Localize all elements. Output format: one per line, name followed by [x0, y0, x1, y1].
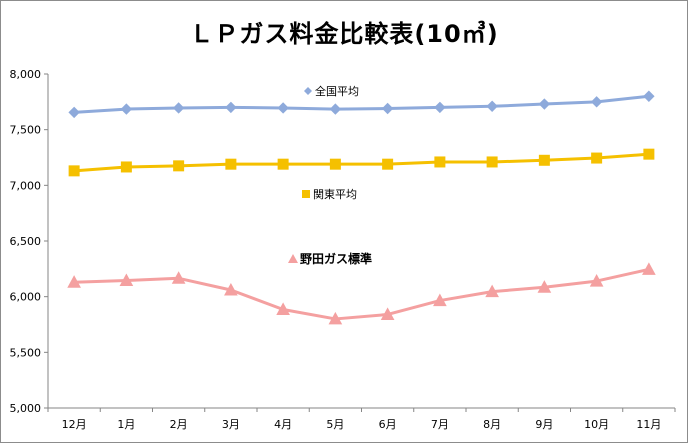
data-point-square [643, 148, 655, 160]
y-tick-label: 5,000 [10, 402, 42, 415]
data-point-diamond [172, 102, 185, 114]
y-tick-label: 7,000 [10, 179, 42, 192]
x-tick-label: 2月 [170, 418, 188, 431]
data-point-triangle [67, 275, 81, 288]
chart-title: ＬＰガス料金比較表(10㎥) [189, 20, 499, 48]
data-point-diamond [486, 100, 498, 112]
data-point-diamond [277, 102, 289, 114]
x-tick-label: 1月 [117, 418, 135, 431]
data-point-diamond [225, 101, 237, 114]
x-tick-label: 4月 [274, 418, 292, 431]
legend-marker-triangle [288, 254, 298, 263]
y-tick-label: 6,500 [10, 235, 42, 248]
x-tick-label: 6月 [379, 418, 397, 431]
x-tick-label: 10月 [584, 418, 609, 431]
series-line [74, 267, 650, 321]
data-point-square [68, 165, 80, 177]
x-tick-label: 3月 [222, 418, 240, 431]
y-tick-labels: 5,000 5,500 6,000 6,500 7,000 7,500 8,000 [10, 68, 42, 415]
series-line [74, 152, 649, 173]
data-point-triangle [328, 311, 343, 325]
x-tick-label: 5月 [326, 418, 344, 431]
y-tick-label: 6,000 [10, 291, 42, 304]
data-point-diamond [538, 98, 551, 110]
data-point-diamond [329, 103, 342, 115]
x-tick-label: 7月 [431, 418, 449, 431]
data-point-square [225, 158, 237, 170]
data-point-diamond [434, 101, 446, 114]
data-point-square [486, 156, 498, 168]
data-point-triangle [537, 280, 552, 293]
data-point-diamond [68, 106, 80, 119]
data-point-triangle [380, 307, 395, 320]
legend-marker-diamond [304, 87, 312, 95]
x-tick-label: 9月 [535, 418, 553, 431]
data-point-square [434, 156, 446, 168]
series-line [74, 94, 650, 114]
x-tick-labels: 12月 1月 2月 3月 4月 5月 6月 7月 8月 9月 10月 11月 [62, 418, 662, 431]
series-label: 全国平均 [315, 84, 359, 98]
data-point-triangle [642, 262, 656, 275]
y-tick-label: 7,500 [10, 124, 42, 137]
data-point-square [591, 152, 603, 164]
x-tick-label: 8月 [483, 418, 501, 431]
data-point-square [538, 154, 550, 166]
series-markers [67, 90, 656, 325]
data-point-diamond [643, 90, 655, 102]
data-point-square [329, 158, 341, 170]
data-point-triangle [171, 271, 186, 284]
data-point-triangle [433, 293, 447, 307]
data-point-square [382, 158, 394, 170]
data-point-triangle [119, 273, 134, 287]
data-point-diamond [590, 96, 603, 108]
x-tick-label: 11月 [636, 418, 661, 431]
data-point-diamond [381, 102, 394, 115]
data-point-triangle [224, 282, 238, 296]
legend-marker-square [302, 190, 310, 198]
y-tick-label: 8,000 [10, 68, 42, 81]
data-point-triangle [589, 274, 604, 287]
series-lines [74, 94, 650, 321]
data-point-triangle [276, 302, 290, 315]
x-tick-label: 12月 [62, 418, 87, 431]
axes [44, 73, 676, 412]
data-point-square [277, 158, 289, 170]
data-point-square [120, 161, 132, 173]
series-label: 野田ガス標準 [300, 251, 372, 266]
data-point-triangle [485, 284, 499, 298]
data-point-diamond [120, 103, 133, 115]
series-label: 関東平均 [313, 188, 357, 201]
data-point-square [173, 160, 185, 172]
y-tick-label: 5,500 [10, 346, 42, 359]
